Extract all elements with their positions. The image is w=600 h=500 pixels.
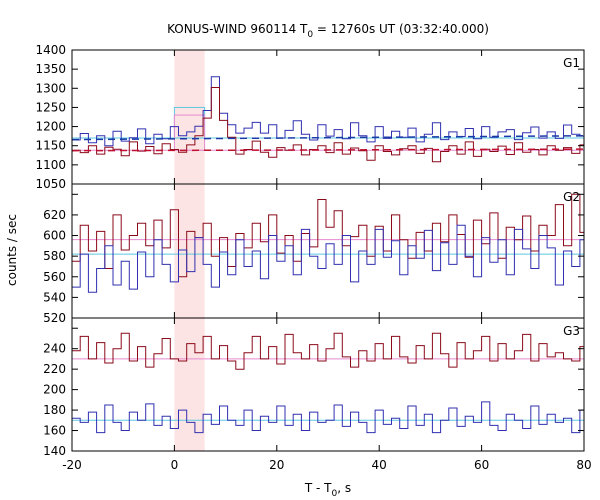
- y-tick-label: 1100: [35, 158, 66, 172]
- count-series-dark: [72, 193, 584, 278]
- panel-label: G3: [563, 324, 580, 338]
- y-tick-label: 160: [43, 424, 66, 438]
- y-tick-label: 520: [43, 311, 66, 325]
- y-tick-label: 200: [43, 383, 66, 397]
- y-tick-label: 1250: [35, 100, 66, 114]
- y-tick-label: 600: [43, 229, 66, 243]
- panel-g2-plot: [72, 184, 584, 318]
- panel-frame: [71, 49, 585, 185]
- panel-frame: [71, 183, 585, 319]
- y-tick-label: 540: [43, 290, 66, 304]
- count-series-blue: [72, 224, 584, 293]
- x-tick-label: 80: [576, 458, 591, 472]
- y-tick-label: 1050: [35, 177, 66, 191]
- chart-title: KONUS-WIND 960114 T0 = 12760s UT (03:32:…: [167, 22, 489, 40]
- y-tick-label: 560: [43, 270, 66, 284]
- count-series-dark: [72, 332, 584, 370]
- burst-interval-shade: [174, 184, 205, 318]
- panels-group: 10501100115012001250130013501400G1520540…: [35, 43, 591, 472]
- count-series-blue: [72, 76, 584, 147]
- panel-frame: [71, 317, 585, 452]
- count-series-dark: [72, 87, 584, 163]
- y-tick-label: 140: [43, 444, 66, 458]
- x-tick-label: 0: [171, 458, 179, 472]
- burst-interval-shade: [174, 50, 205, 184]
- burst-interval-shade: [174, 318, 205, 451]
- trend-line-blue: [72, 135, 584, 141]
- y-tick-label: 180: [43, 403, 66, 417]
- y-tick-label: 220: [43, 362, 66, 376]
- y-axis-title: counts / sec: [5, 214, 19, 286]
- y-tick-label: 580: [43, 249, 66, 263]
- y-tick-label: 240: [43, 342, 66, 356]
- x-tick-label: 20: [269, 458, 284, 472]
- trend-line-dark: [72, 148, 584, 152]
- x-tick-label: 40: [372, 458, 387, 472]
- y-tick-label: 1350: [35, 62, 66, 76]
- y-tick-label: 1150: [35, 139, 66, 153]
- y-tick-label: 1400: [35, 43, 66, 57]
- burst-level-box: [173, 114, 206, 151]
- panel-g1-plot: [72, 50, 584, 184]
- panel-label: G1: [563, 56, 580, 70]
- y-tick-label: 620: [43, 208, 66, 222]
- y-tick-label: 1200: [35, 120, 66, 134]
- y-tick-label: 1300: [35, 81, 66, 95]
- x-tick-label: 60: [474, 458, 489, 472]
- panel-label: G2: [563, 190, 580, 204]
- x-axis-title: T - T0, s: [304, 481, 351, 499]
- count-series-blue: [72, 401, 584, 434]
- panel-g3-plot: [72, 318, 584, 451]
- x-tick-label: -20: [62, 458, 82, 472]
